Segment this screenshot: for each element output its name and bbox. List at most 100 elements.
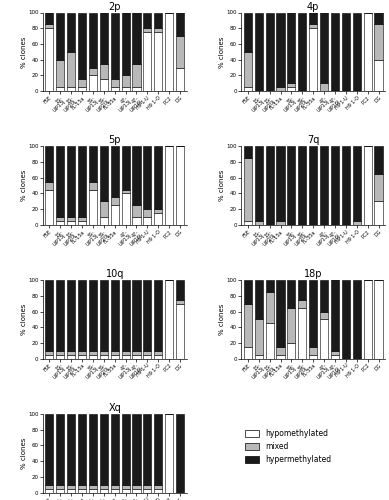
Bar (132, 280, 140, 351)
Bar (121, 146, 130, 190)
Bar (277, 347, 285, 355)
Bar (100, 80, 108, 91)
Bar (78, 280, 86, 351)
Bar (78, 80, 86, 88)
Bar (45, 414, 53, 484)
Title: 18p: 18p (304, 270, 322, 280)
Bar (309, 12, 317, 24)
Bar (78, 355, 86, 358)
Bar (331, 276, 339, 351)
Bar (154, 355, 162, 358)
Bar (132, 146, 140, 206)
Bar (110, 12, 119, 80)
Bar (375, 280, 383, 358)
Bar (110, 414, 119, 484)
Bar (342, 146, 350, 225)
Bar (45, 182, 53, 190)
Bar (364, 280, 372, 358)
Bar (320, 280, 328, 312)
Bar (45, 12, 53, 24)
Bar (287, 308, 296, 343)
Bar (89, 190, 97, 225)
Bar (110, 488, 119, 492)
Bar (67, 146, 75, 217)
Bar (375, 12, 383, 24)
Bar (277, 355, 285, 358)
Bar (100, 202, 108, 217)
Bar (255, 355, 263, 358)
Bar (320, 12, 328, 84)
Bar (121, 88, 130, 91)
Bar (100, 217, 108, 225)
Bar (121, 414, 130, 484)
Bar (100, 64, 108, 80)
Bar (67, 52, 75, 88)
Bar (78, 12, 86, 80)
Bar (110, 351, 119, 355)
Bar (132, 488, 140, 492)
Bar (353, 280, 361, 358)
Bar (320, 320, 328, 358)
Bar (266, 324, 274, 358)
Bar (45, 280, 53, 351)
Bar (309, 146, 317, 225)
Bar (154, 414, 162, 484)
Bar (143, 488, 151, 492)
Bar (89, 351, 97, 355)
Bar (56, 484, 64, 488)
Bar (277, 280, 285, 347)
Bar (154, 28, 162, 32)
Bar (100, 355, 108, 358)
Bar (110, 355, 119, 358)
Bar (143, 355, 151, 358)
Title: 4p: 4p (307, 2, 319, 12)
Bar (78, 88, 86, 91)
Bar (298, 280, 307, 299)
Bar (78, 488, 86, 492)
Bar (78, 146, 86, 217)
Bar (56, 488, 64, 492)
Bar (309, 24, 317, 28)
Bar (375, 174, 383, 202)
Bar (121, 355, 130, 358)
Bar (320, 312, 328, 320)
Bar (56, 351, 64, 355)
Bar (244, 12, 252, 52)
Bar (255, 320, 263, 355)
Y-axis label: % clones: % clones (219, 170, 225, 202)
Bar (89, 280, 97, 351)
Bar (143, 280, 151, 351)
Legend: hypomethylated, mixed, hypermethylated: hypomethylated, mixed, hypermethylated (245, 430, 331, 464)
Bar (277, 221, 285, 225)
Bar (45, 488, 53, 492)
Bar (298, 300, 307, 308)
Bar (309, 347, 317, 355)
Bar (154, 12, 162, 28)
Bar (298, 146, 307, 225)
Bar (244, 347, 252, 358)
Y-axis label: % clones: % clones (21, 438, 27, 469)
Bar (143, 351, 151, 355)
Bar (45, 28, 53, 91)
Bar (154, 32, 162, 91)
Bar (244, 52, 252, 88)
Bar (176, 300, 184, 304)
Bar (244, 146, 252, 158)
Bar (78, 351, 86, 355)
Bar (78, 221, 86, 225)
Bar (56, 60, 64, 88)
Bar (165, 12, 173, 91)
Bar (287, 88, 296, 91)
Bar (375, 202, 383, 225)
Bar (121, 190, 130, 194)
Bar (110, 206, 119, 225)
Bar (255, 146, 263, 221)
Bar (67, 221, 75, 225)
Bar (375, 24, 383, 59)
Bar (309, 280, 317, 347)
Bar (309, 355, 317, 358)
Bar (121, 280, 130, 351)
Bar (67, 280, 75, 351)
Bar (375, 60, 383, 91)
Bar (143, 32, 151, 91)
